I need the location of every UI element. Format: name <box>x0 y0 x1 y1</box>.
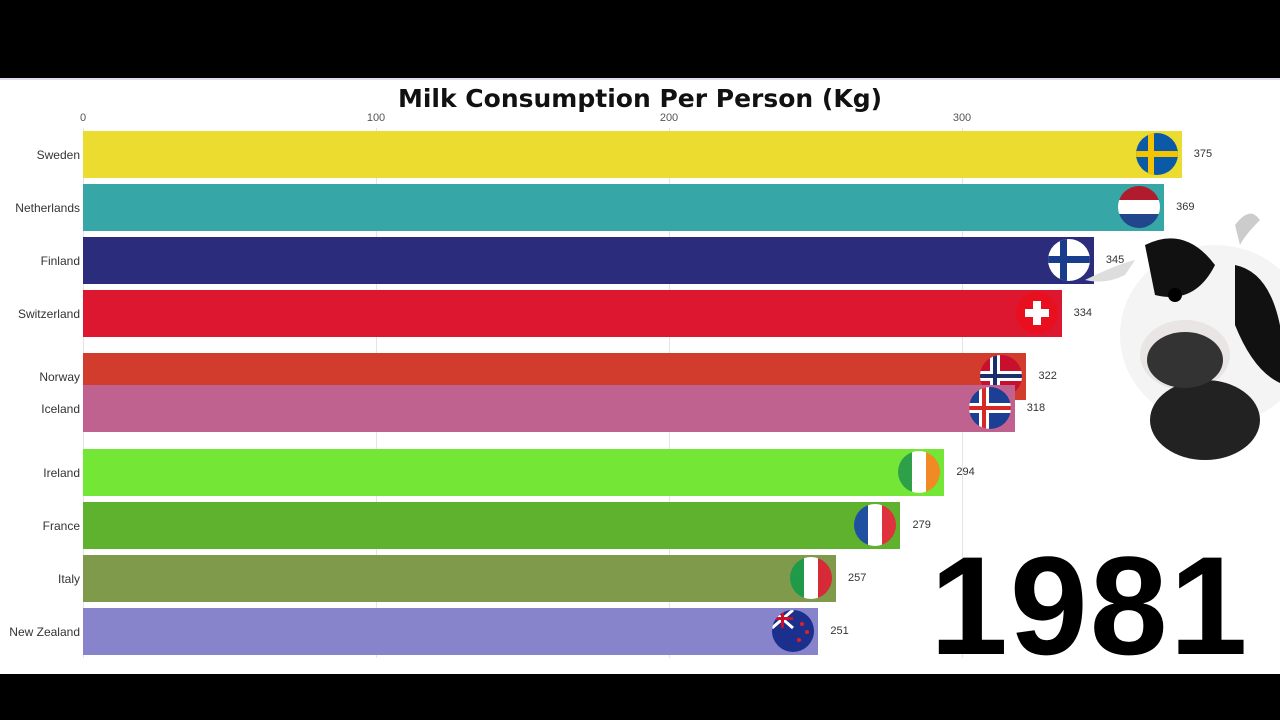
netherlands-flag-icon <box>1118 186 1161 228</box>
value-label: 294 <box>956 466 975 478</box>
tick-label: 300 <box>952 112 972 124</box>
bar-france <box>83 502 901 549</box>
value-label: 257 <box>848 572 867 584</box>
new-zealand-flag-icon <box>772 610 815 652</box>
cow-image <box>1085 213 1280 460</box>
tick-label: 200 <box>659 112 679 124</box>
value-label: 318 <box>1026 402 1046 414</box>
bar-switzerland <box>83 290 1062 337</box>
bar-sweden <box>83 131 1182 178</box>
chart-area: Milk Consumption Per Person (Kg) 0 100 200… <box>0 78 1280 684</box>
category-label: Sweden <box>36 148 80 162</box>
value-label: 334 <box>1073 307 1092 319</box>
bar-ireland <box>83 449 945 496</box>
italy-flag-icon <box>790 557 832 599</box>
bar-netherlands <box>83 184 1165 231</box>
value-label: 279 <box>912 519 931 531</box>
value-label: 345 <box>1105 254 1125 266</box>
category-label: Switzerland <box>17 307 80 321</box>
category-label: Norway <box>39 370 80 384</box>
bar-iceland <box>83 385 1015 432</box>
category-label: Finland <box>40 254 80 268</box>
bar-new-zealand <box>83 608 819 655</box>
value-label: 375 <box>1193 148 1213 160</box>
category-label: Iceland <box>41 402 80 416</box>
ireland-flag-icon <box>898 451 941 493</box>
category-label: New Zealand <box>9 625 80 639</box>
switzerland-flag-icon <box>1015 292 1058 334</box>
sweden-flag-icon <box>1135 133 1178 175</box>
value-label: 322 <box>1038 370 1057 382</box>
bar-italy <box>83 555 836 602</box>
category-label: Ireland <box>43 466 80 480</box>
tick-label: 100 <box>366 112 386 124</box>
value-label: 251 <box>830 625 849 637</box>
year-label: 1981 <box>930 527 1250 684</box>
category-label: Netherlands <box>15 201 80 215</box>
chart-title: Milk Consumption Per Person (Kg) <box>397 84 883 113</box>
tick-label: 0 <box>79 112 87 124</box>
category-label: Italy <box>57 572 80 586</box>
iceland-flag-icon <box>968 387 1011 429</box>
bar-finland <box>83 237 1094 284</box>
finland-flag-icon <box>1047 239 1090 281</box>
value-label: 369 <box>1176 201 1195 213</box>
france-flag-icon <box>854 504 897 546</box>
category-label: France <box>42 519 80 533</box>
